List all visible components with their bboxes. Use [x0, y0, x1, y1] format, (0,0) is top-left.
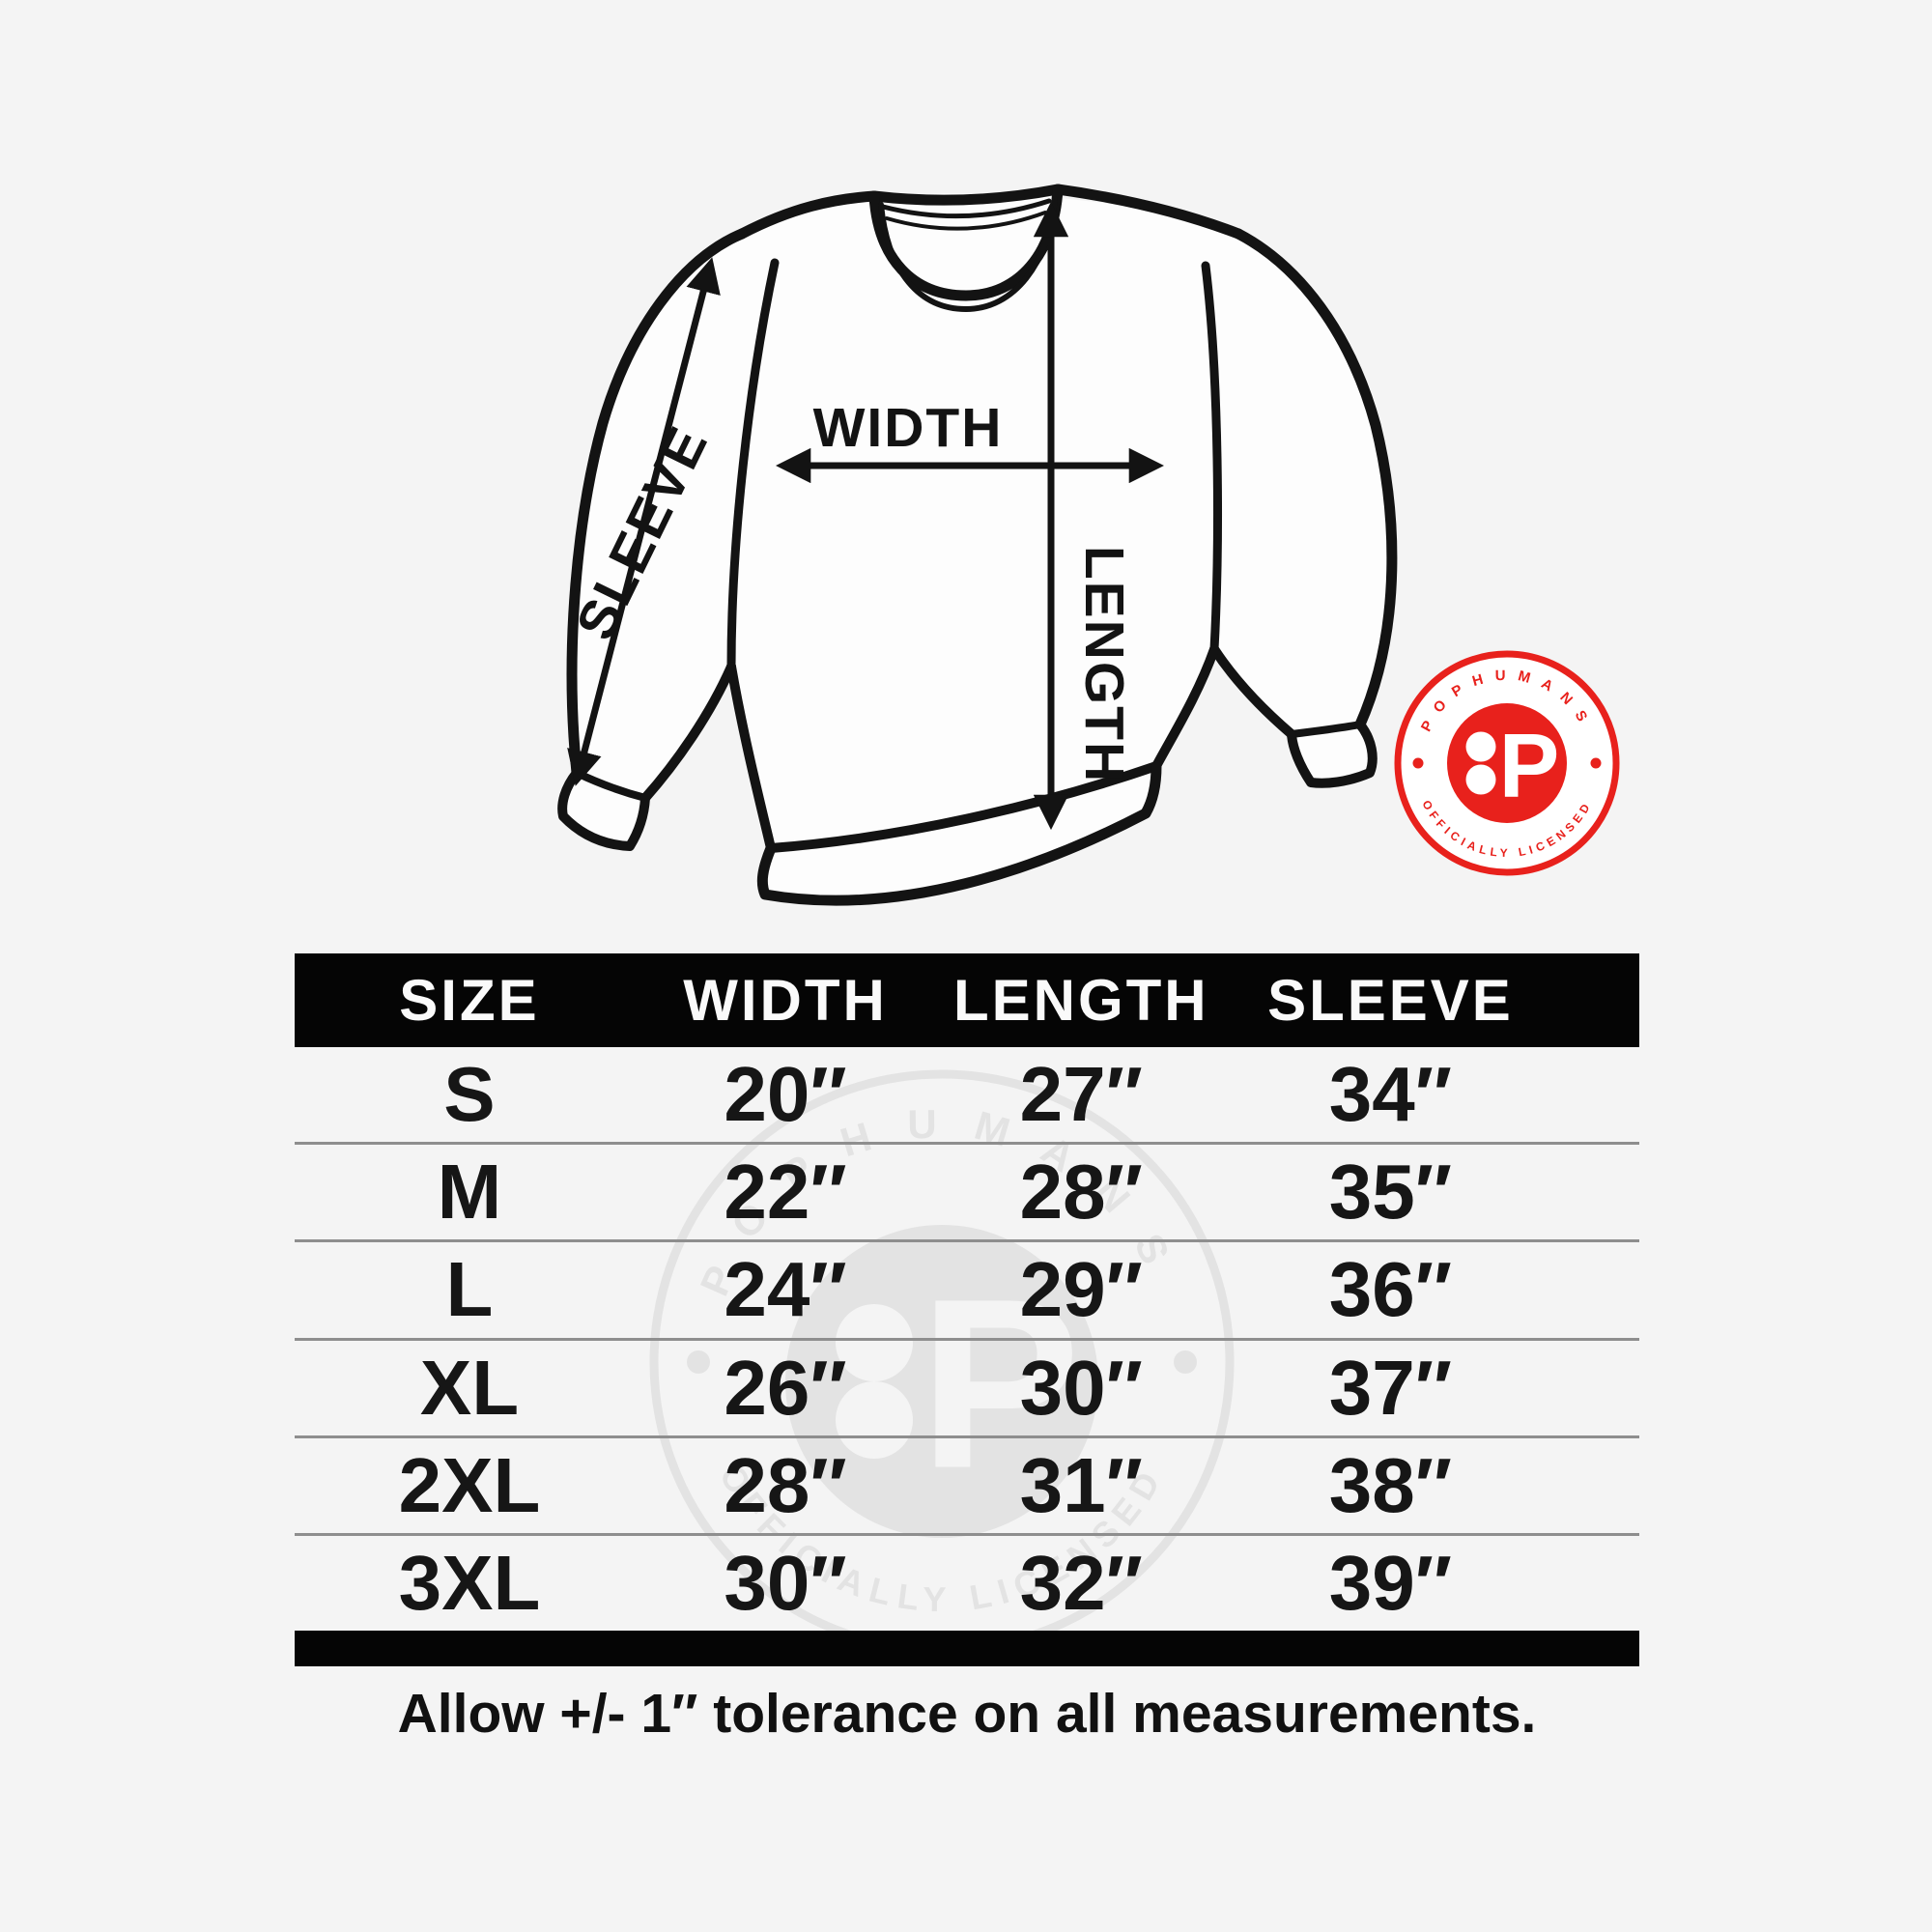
cell-width: 22″ — [724, 1149, 847, 1236]
cell-length: 31″ — [1019, 1441, 1143, 1528]
cell-sleeve: 35″ — [1328, 1149, 1453, 1236]
tolerance-note: Allow +/- 1″ tolerance on all measuremen… — [397, 1683, 1537, 1745]
table-row: 3XL 30″ 32″ 39″ — [295, 1532, 1639, 1631]
sweatshirt-silhouette — [562, 193, 1392, 901]
table-bottom-bar — [295, 1631, 1639, 1666]
watermark-monogram: P — [920, 1249, 1081, 1519]
header-width: WIDTH — [683, 968, 888, 1033]
table-row: L 24″ 29″ 36″ — [295, 1239, 1639, 1337]
watermark-left-dot-icon — [687, 1350, 710, 1374]
badge-colon-dot-icon — [1465, 764, 1496, 795]
cell-width: 24″ — [724, 1246, 847, 1333]
sweatshirt-drawing: WIDTH LENGTH SLEEVE — [557, 184, 1398, 906]
cell-size: XL — [419, 1344, 520, 1431]
cell-size: M — [437, 1149, 502, 1236]
badge-left-dot-icon — [1412, 757, 1424, 769]
header-length: LENGTH — [952, 968, 1209, 1033]
length-measure-label: LENGTH — [1073, 546, 1135, 783]
header-sleeve: SLEEVE — [1267, 968, 1514, 1033]
watermark-right-dot-icon — [1174, 1350, 1197, 1374]
size-table: SIZE WIDTH LENGTH SLEEVE S 20″ 27″ 34″ M… — [295, 953, 1639, 1666]
watermark-colon-dot-icon — [836, 1304, 913, 1381]
badge-colon-dot-icon — [1465, 731, 1496, 762]
cell-sleeve: 37″ — [1328, 1344, 1453, 1431]
cell-sleeve: 38″ — [1328, 1441, 1453, 1528]
cell-size: S — [443, 1051, 496, 1138]
cell-length: 30″ — [1019, 1344, 1143, 1431]
size-table-header: SIZE WIDTH LENGTH SLEEVE — [295, 953, 1639, 1047]
cell-length: 28″ — [1019, 1149, 1143, 1236]
cell-sleeve: 34″ — [1328, 1051, 1453, 1138]
cell-length: 29″ — [1019, 1246, 1143, 1333]
cell-sleeve: 36″ — [1328, 1246, 1453, 1333]
watermark-disc — [785, 1225, 1098, 1538]
cell-width: 30″ — [724, 1539, 847, 1626]
header-size: SIZE — [399, 968, 540, 1033]
cell-length: 27″ — [1019, 1051, 1143, 1138]
badge-right-dot-icon — [1590, 757, 1602, 769]
badge-monogram: P — [1499, 715, 1560, 816]
watermark-colon-dot-icon — [836, 1381, 913, 1459]
cell-width: 26″ — [724, 1344, 847, 1431]
cell-length: 32″ — [1019, 1539, 1143, 1626]
table-row: 2XL 28″ 31″ 38″ — [295, 1435, 1639, 1533]
cell-width: 28″ — [724, 1441, 847, 1528]
licensed-badge: POPHUMANS OFFICIALLY LICENSED P — [1394, 650, 1620, 876]
cell-size: 3XL — [398, 1539, 541, 1626]
cell-width: 20″ — [724, 1051, 847, 1138]
cell-size: 2XL — [398, 1441, 541, 1528]
table-row: S 20″ 27″ 34″ — [295, 1047, 1639, 1142]
size-table-body: S 20″ 27″ 34″ M 22″ 28″ 35″ L 24″ 29″ 36… — [295, 1047, 1639, 1631]
table-row: XL 26″ 30″ 37″ — [295, 1337, 1639, 1435]
cell-sleeve: 39″ — [1328, 1539, 1453, 1626]
table-row: M 22″ 28″ 35″ — [295, 1142, 1639, 1239]
cell-size: L — [445, 1246, 494, 1333]
width-measure-label: WIDTH — [813, 397, 1004, 459]
sleeve-arrow-icon — [567, 257, 721, 786]
